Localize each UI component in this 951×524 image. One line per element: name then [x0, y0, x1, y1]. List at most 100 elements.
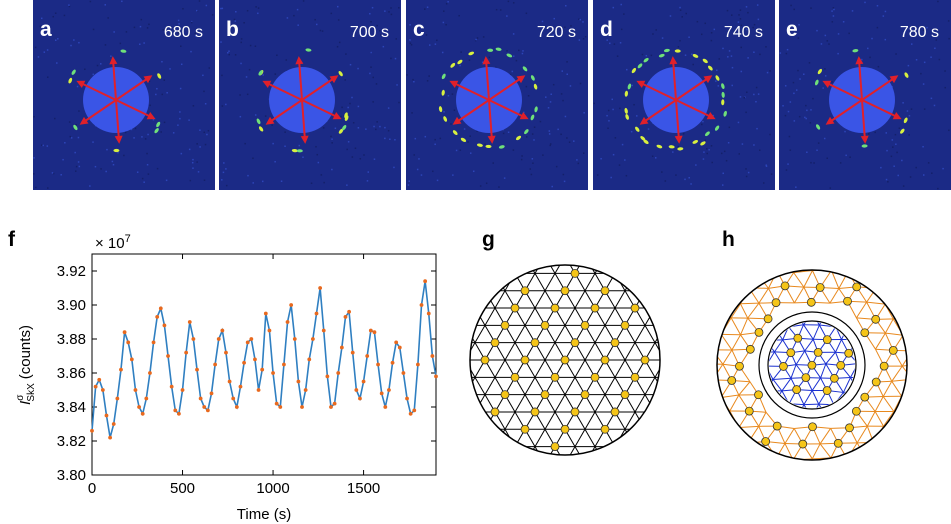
- noise: [923, 83, 925, 85]
- lattice-bond: [455, 343, 465, 360]
- noise: [923, 174, 925, 176]
- noise: [212, 14, 214, 16]
- lattice-bond: [775, 340, 783, 352]
- noise: [368, 171, 370, 173]
- skyrmion: [631, 373, 639, 381]
- skyrmion: [561, 425, 569, 433]
- noise: [126, 31, 128, 32]
- lattice-bond: [485, 273, 495, 290]
- data-point: [362, 380, 366, 384]
- noise: [619, 108, 621, 110]
- lattice-bond: [804, 314, 813, 325]
- noise: [47, 49, 49, 51]
- noise: [226, 185, 228, 187]
- noise: [84, 69, 86, 71]
- noise: [930, 56, 932, 58]
- noise: [550, 94, 552, 96]
- lattice-bond: [615, 360, 625, 377]
- noise: [526, 86, 528, 88]
- y-label-subscript: SkX: [26, 383, 37, 402]
- noise: [896, 152, 898, 154]
- noise: [388, 107, 390, 109]
- data-point: [420, 303, 424, 307]
- noise: [432, 171, 434, 173]
- lattice-bond: [465, 308, 475, 325]
- noise: [564, 181, 566, 183]
- lattice-bond: [866, 271, 876, 288]
- noise: [895, 134, 897, 136]
- noise: [57, 38, 59, 40]
- lattice-bond: [665, 360, 675, 377]
- data-point: [130, 358, 134, 362]
- skyrmion: [501, 321, 509, 329]
- lattice-bond: [575, 360, 585, 377]
- lattice-bond: [902, 396, 911, 413]
- lattice-bond: [575, 291, 585, 308]
- noise: [55, 12, 57, 14]
- noise: [818, 142, 820, 144]
- lattice-bond: [802, 255, 812, 271]
- lattice-bond: [515, 395, 525, 412]
- noise: [77, 86, 79, 88]
- lattice: [455, 256, 675, 464]
- noise: [747, 57, 749, 59]
- noise: [125, 132, 127, 134]
- skyrmion: [772, 299, 780, 307]
- skyrmion: [794, 334, 802, 342]
- noise: [255, 114, 257, 116]
- noise: [188, 119, 190, 121]
- noise: [942, 168, 944, 170]
- lattice-bond: [722, 411, 730, 426]
- image-panel: c720 s: [406, 0, 588, 190]
- noise: [390, 58, 392, 60]
- noise: [293, 15, 295, 17]
- lattice-bond: [805, 339, 813, 351]
- skyrmion: [561, 287, 569, 295]
- noise: [445, 24, 447, 26]
- noise: [545, 96, 547, 98]
- noise: [413, 81, 415, 83]
- data-point: [235, 405, 239, 409]
- skyrmion: [807, 298, 815, 306]
- noise: [939, 59, 941, 61]
- noise: [255, 45, 256, 47]
- skyrmion: [861, 329, 869, 337]
- lattice-bond: [796, 351, 805, 365]
- noise: [239, 94, 241, 96]
- lattice-bond: [759, 412, 766, 426]
- noise: [885, 39, 887, 41]
- noise: [597, 174, 599, 176]
- lattice-bond: [545, 412, 555, 429]
- noise: [806, 152, 808, 154]
- noise: [483, 36, 485, 38]
- noise: [55, 40, 57, 42]
- noise: [105, 44, 107, 46]
- image-panel: b700 s: [219, 0, 401, 190]
- skyrmion: [481, 356, 489, 364]
- lattice-bond: [893, 304, 903, 319]
- lattice-bond: [515, 447, 525, 464]
- noise: [739, 153, 741, 155]
- lattice-bond: [757, 271, 777, 273]
- lattice-bond: [777, 257, 785, 272]
- noise: [142, 178, 144, 180]
- skyrmion: [611, 339, 619, 347]
- noise: [621, 29, 623, 31]
- lattice-bond: [732, 288, 749, 289]
- noise: [350, 64, 352, 66]
- noise: [805, 118, 807, 120]
- noise: [503, 133, 505, 135]
- noise: [331, 142, 333, 144]
- noise: [562, 70, 564, 72]
- noise: [513, 55, 515, 57]
- noise: [711, 145, 713, 147]
- lattice-bond: [831, 458, 838, 473]
- noise: [758, 93, 760, 95]
- x-tick-label: 500: [170, 480, 195, 497]
- data-point: [195, 368, 199, 372]
- noise: [56, 62, 58, 64]
- noise: [221, 179, 223, 181]
- noise: [526, 13, 528, 15]
- noise: [948, 130, 950, 132]
- noise: [636, 115, 638, 117]
